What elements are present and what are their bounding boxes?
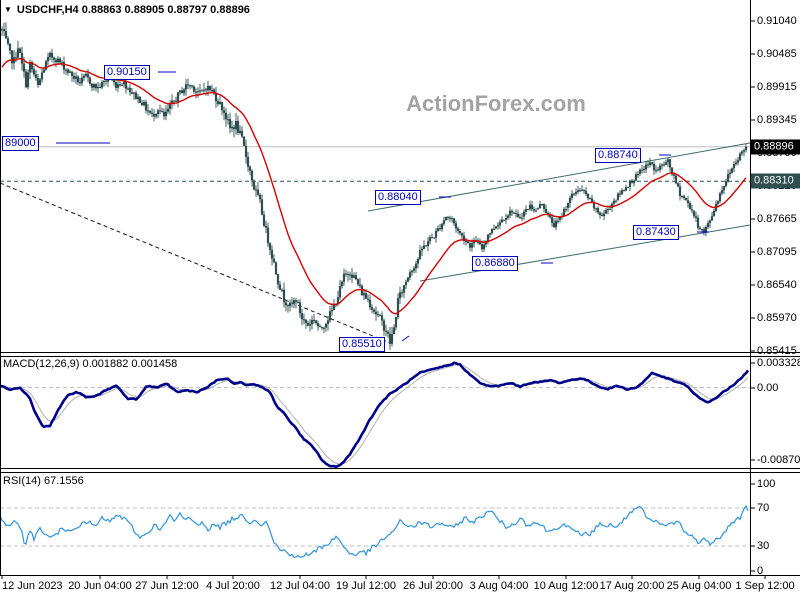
channel-lower-line [419,224,751,282]
rsi-axis-label: 100 [757,478,776,490]
x-axis-tick-label: 27 Jun 12:00 [135,580,199,592]
x-axis-tick-label: 25 Aug 04:00 [666,580,732,592]
price-tag: 0.88040 [375,190,421,205]
watermark: ActionForex.com [406,91,586,116]
price-tag: 0.88740 [595,148,641,163]
panel-separator [0,472,800,473]
y-axis-tick-label: 0.91040 [757,15,797,27]
x-axis-tick-label: 3 Aug 04:00 [469,580,529,592]
left-border [0,0,1,575]
x-axis-tick-label: 1 Sep 12:00 [735,580,795,592]
panel-separator [0,352,800,353]
price-tag: 0.86880 [472,256,518,271]
rsi-line [0,504,749,558]
price-tag: 89000 [2,136,39,151]
y-axis-tick-label: 0.85970 [757,312,797,324]
macd-axis-label: 0.00 [757,382,779,394]
x-axis-tick-label: 10 Aug 12:00 [533,580,599,592]
chart-title: ▼ USDCHF,H4 0.88863 0.88905 0.88797 0.888… [4,4,250,16]
x-axis-tick-label: 12 Jul 04:00 [270,580,330,592]
macd-axis-label: 0.003328 [757,357,800,369]
price-tag-connector [401,335,410,342]
rsi-axis-label: 30 [757,540,770,552]
current-price-badge: 0.88896 [751,139,800,155]
x-axis-tick-label: 20 Jun 04:00 [68,580,132,592]
y-axis-tick-label: 0.85415 [757,345,797,357]
rsi-axis-label: 70 [757,502,770,514]
rsi-indicator-label: RSI(14) 67.1556 [3,475,84,487]
level-price-badge: 0.88310 [751,173,800,189]
x-axis-tick-label: 19 Jul 12:00 [336,580,396,592]
y-axis-tick-label: 0.89345 [757,114,797,126]
panel-separator [0,356,800,357]
symbol-ohlc-text: USDCHF,H4 0.88863 0.88905 0.88797 0.8889… [16,4,250,16]
y-axis-tick-label: 0.86540 [757,279,797,291]
descending-dashed-trendline [0,182,391,344]
x-axis-tick-label: 12 Jun 2023 [2,580,63,592]
macd-indicator-label: MACD(12,26,9) 0.001882 0.001458 [3,358,178,370]
symbol-dropdown-icon[interactable]: ▼ [4,5,12,14]
macd-axis-label: -0.008707 [757,454,800,466]
price-tag: 0.90150 [104,65,150,80]
y-axis-tick-label: 0.87665 [757,213,797,225]
price-tag: 0.85510 [339,337,385,352]
channel-upper-line [367,142,751,212]
panel-separator [0,468,800,469]
y-axis-tick-label: 0.89915 [757,81,797,93]
x-axis-tick-label: 17 Aug 20:00 [599,580,665,592]
moving-average-line [1,57,747,315]
rsi-axis-label: 0 [757,565,764,577]
x-axis-line [0,575,800,576]
x-axis-tick-label: 26 Jul 20:00 [403,580,463,592]
candle-bodies-layer [0,29,748,344]
macd-line [0,361,750,469]
y-axis-tick-label: 0.90485 [757,48,797,60]
y-axis-tick-label: 0.87095 [757,246,797,258]
price-tag: 0.87430 [633,225,679,240]
x-axis-tick-label: 4 Jul 20:00 [206,580,260,592]
y-axis-line [750,0,751,575]
